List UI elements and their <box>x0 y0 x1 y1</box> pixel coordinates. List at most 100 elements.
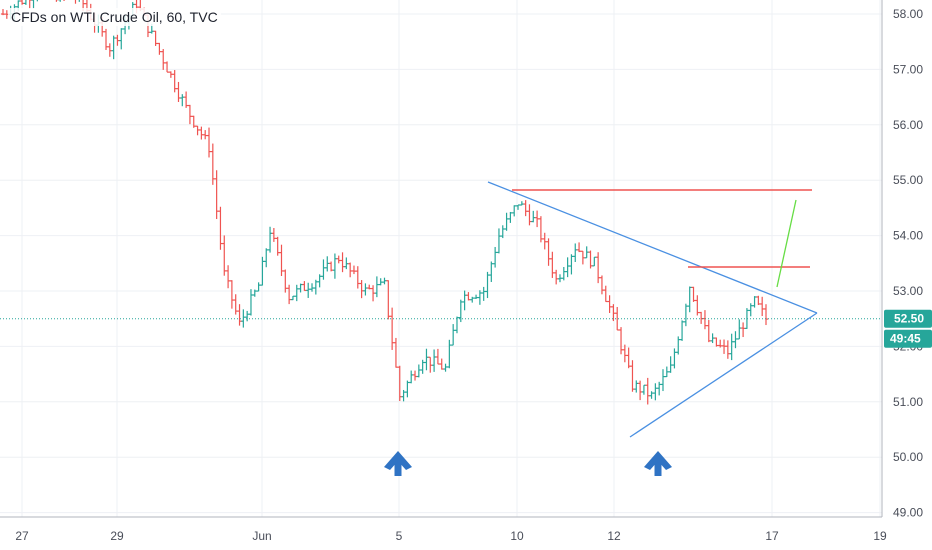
ohlc-bar <box>550 251 555 278</box>
ohlc-bar <box>104 28 109 50</box>
ohlc-bar <box>458 299 463 323</box>
ohlc-bar <box>493 246 498 268</box>
ohlc-bar <box>153 30 158 46</box>
chart-drawings <box>0 181 882 476</box>
ohlc-bar <box>668 356 673 373</box>
x-tick-label: 27 <box>15 529 29 543</box>
ohlc-bar <box>611 304 616 322</box>
ohlc-bar <box>55 0 59 2</box>
ohlc-bar <box>428 356 433 373</box>
ohlc-bar <box>317 274 322 288</box>
ohlc-bar <box>481 286 486 301</box>
ohlc-bar <box>336 255 341 264</box>
ohlc-bar <box>744 308 749 329</box>
ohlc-bar <box>466 292 471 301</box>
ohlc-bar <box>405 380 410 398</box>
ohlc-bar <box>512 205 517 217</box>
ohlc-bar <box>527 204 532 226</box>
ohlc-bar <box>702 310 707 330</box>
ohlc-bar <box>630 360 635 392</box>
ohlc-bar <box>737 319 742 340</box>
y-tick-label: 58.00 <box>893 7 923 21</box>
ohlc-bar <box>355 266 360 289</box>
ohlc-bar <box>687 286 692 313</box>
ohlc-bar <box>363 283 368 296</box>
ohlc-bar <box>214 170 219 220</box>
ohlc-bar <box>477 290 482 305</box>
ohlc-bar <box>119 28 124 50</box>
ohlc-bar <box>660 369 665 392</box>
up-arrow-icon-right <box>644 451 672 476</box>
ohlc-bar <box>554 269 559 285</box>
ohlc-bar <box>397 365 402 401</box>
ohlc-bar <box>710 333 715 344</box>
ohlc-bar <box>275 236 280 256</box>
ohlc-bar <box>474 294 479 300</box>
ohlc-bar <box>111 35 116 60</box>
ohlc-bar <box>504 212 509 231</box>
ohlc-bar <box>416 364 421 378</box>
ohlc-bar <box>260 256 265 286</box>
x-tick-label: 12 <box>607 529 621 543</box>
ohlc-bar <box>722 339 727 354</box>
ohlc-bar <box>489 261 494 282</box>
ohlc-bar <box>760 296 765 317</box>
ohlc-bar <box>596 252 601 284</box>
x-tick-label: Jun <box>252 529 271 543</box>
ohlc-bar <box>615 306 620 331</box>
ohlc-bar <box>622 344 627 363</box>
ohlc-bar <box>184 91 189 108</box>
ohlc-bar <box>199 126 204 140</box>
ohlc-bar <box>207 127 212 158</box>
ohlc-bar <box>378 278 383 286</box>
ohlc-bar <box>664 366 669 378</box>
ohlc-bar <box>74 0 77 4</box>
x-tick-label: 29 <box>110 529 124 543</box>
ohlc-bar <box>290 295 295 301</box>
axes: 58.0057.0056.0055.0054.0053.0052.0051.00… <box>0 0 923 543</box>
ohlc-bar <box>584 246 589 259</box>
ohlc-bar <box>653 383 658 401</box>
ohlc-bar <box>672 348 677 369</box>
ohlc-bar <box>691 286 696 302</box>
ohlc-bar <box>229 280 234 309</box>
ohlc-bar <box>306 282 311 298</box>
ohlc-bar <box>454 316 459 334</box>
ohlc-bar <box>577 242 582 253</box>
ohlc-bar <box>496 228 501 254</box>
ohlc-bar <box>226 265 231 289</box>
ohlc-bar <box>413 370 418 381</box>
ohlc-bar <box>321 259 326 280</box>
upper-trendline <box>487 181 818 314</box>
y-tick-label: 49.00 <box>893 506 923 520</box>
chart-title: CFDs on WTI Crude Oil, 60, TVC <box>8 8 221 26</box>
ohlc-bar <box>523 200 528 217</box>
ohlc-bar <box>676 336 681 355</box>
ohlc-bar <box>695 295 700 316</box>
ohlc-bar <box>519 201 524 206</box>
ohlc-bar <box>390 307 395 350</box>
ohlc-bar <box>222 235 227 276</box>
ohlc-bar <box>287 284 292 305</box>
ohlc-bar <box>619 327 624 355</box>
ohlc-bar <box>626 347 631 369</box>
ohlc-bar <box>592 256 597 267</box>
ohlc-bar <box>180 94 185 107</box>
ohlc-bar <box>500 225 505 239</box>
ohlc-bar <box>565 257 570 278</box>
ohlc-bar <box>237 304 242 326</box>
ohlc-bar <box>756 295 761 306</box>
ohlc-bar <box>432 349 437 372</box>
ohlc-bar <box>367 284 372 290</box>
ohlc-bars <box>1 0 768 405</box>
ohlc-bar <box>409 370 414 384</box>
ohlc-bar <box>641 384 646 395</box>
ohlc-bar <box>283 269 288 293</box>
ohlc-bar <box>729 333 734 361</box>
arrow-stem <box>654 456 662 476</box>
ohlc-bar <box>752 296 757 308</box>
ohlc-bar <box>23 0 27 5</box>
ohlc-bar <box>313 279 318 295</box>
x-tick-label: 19 <box>873 529 887 543</box>
